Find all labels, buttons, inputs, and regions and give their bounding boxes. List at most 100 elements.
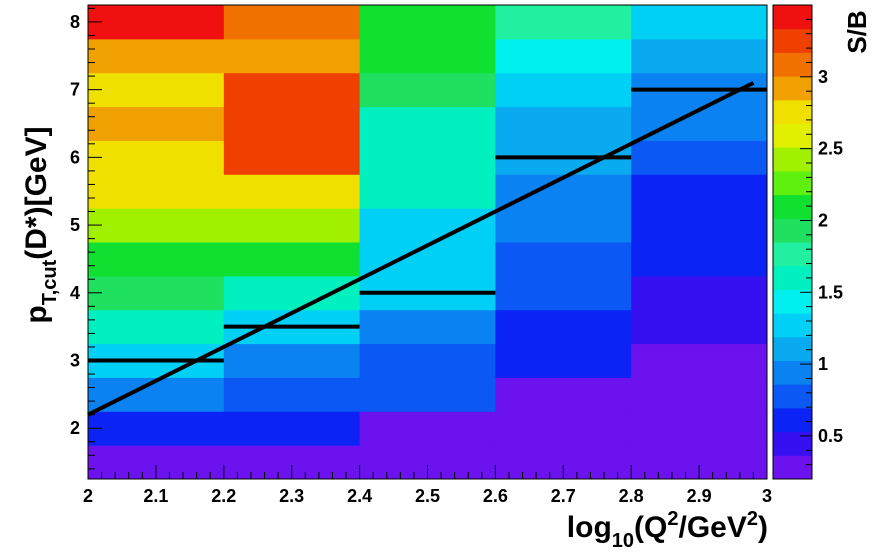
diagonal-segment	[87, 81, 755, 417]
color-palette	[772, 4, 813, 480]
palette-swatch	[773, 76, 812, 101]
heatmap-cell	[359, 208, 496, 243]
y-tick-label: 5	[70, 215, 80, 235]
palette-swatch	[773, 218, 812, 243]
heatmap-cell	[88, 309, 225, 345]
palette-swatch	[773, 194, 812, 219]
heatmap-cell	[223, 174, 361, 209]
palette-swatch	[773, 431, 812, 456]
x-tick-label: 2.1	[143, 486, 168, 506]
heatmap-cell	[359, 343, 496, 378]
x-tick-label: 2.5	[415, 486, 440, 506]
y-tick-label: 7	[70, 80, 80, 100]
z-tick-label: 1	[818, 354, 828, 374]
heatmap-cell	[495, 5, 632, 40]
x-tick-label: 2.7	[551, 486, 576, 506]
heatmap-cell	[223, 140, 361, 175]
x-tick-label: 2.2	[211, 486, 236, 506]
z-tick-label: 2.5	[818, 139, 843, 159]
y-axis: 2 3 4 5 6 7 8	[70, 7, 102, 470]
heatmap-cell	[223, 343, 361, 378]
heatmap-cell	[495, 38, 632, 74]
heatmap-cell	[631, 377, 768, 412]
heatmap-cell	[495, 208, 632, 243]
palette-swatch	[773, 123, 812, 148]
heatmap-cell	[495, 377, 632, 412]
heatmap-cell	[223, 275, 361, 311]
palette-swatch	[773, 384, 812, 409]
x-tick-label: 2.9	[687, 486, 712, 506]
heatmap-cell	[495, 309, 632, 345]
heatmap-cell	[359, 309, 496, 345]
heatmap-cell	[495, 343, 632, 378]
x-tick-label: 2.6	[483, 486, 508, 506]
y-tick-label: 2	[70, 418, 80, 438]
z-tick-label: 1.5	[818, 282, 843, 302]
x-tick-label: 2.3	[279, 486, 304, 506]
heatmap-cell	[88, 140, 225, 175]
z-axis: 0.5 1 1.5 2 2.5 3	[800, 18, 843, 466]
x-tick-label: 2.8	[619, 486, 644, 506]
heatmap-cell	[359, 38, 496, 74]
palette-swatch	[773, 265, 812, 290]
heatmap-cell	[495, 242, 632, 277]
x-axis-title: log10(Q2/GeV2)	[567, 508, 768, 552]
heatmap-cell	[88, 174, 225, 209]
z-tick-label: 3	[818, 67, 828, 87]
heatmap-cell	[88, 377, 225, 412]
y-tick-label: 4	[70, 283, 80, 303]
heatmap-cell	[495, 275, 632, 311]
x-tick-label: 2	[83, 486, 93, 506]
step-threshold-lines	[88, 87, 767, 363]
heatmap-cell	[631, 343, 768, 378]
heatmap-cell	[223, 38, 361, 74]
heatmap-cell	[223, 106, 361, 141]
heatmap-cell	[88, 5, 225, 40]
heatmap-cell	[223, 208, 361, 243]
x-tick-label: 2.4	[347, 486, 372, 506]
heatmap-cell	[495, 411, 632, 446]
heatmap-cell	[631, 106, 768, 141]
heatmap-cell	[88, 106, 225, 141]
y-tick-label: 3	[70, 351, 80, 371]
palette-swatch	[773, 455, 812, 480]
palette-frame	[772, 4, 813, 480]
palette-swatch	[773, 99, 812, 124]
heatmap-cell	[631, 275, 768, 311]
palette-swatch	[773, 5, 812, 30]
heatmap-cell	[631, 242, 768, 277]
heatmap-cell	[88, 275, 225, 311]
y-tick-label: 6	[70, 147, 80, 167]
palette-swatch	[773, 170, 812, 196]
heatmap-cell	[88, 38, 225, 74]
heatmap-cell	[88, 208, 225, 243]
heatmap-cell	[631, 411, 768, 446]
heatmap-cell	[495, 174, 632, 209]
y-tick-label: 8	[70, 12, 80, 32]
palette-swatch	[773, 242, 812, 267]
palette-swatch	[773, 289, 812, 314]
heatmap-cell	[495, 72, 632, 108]
heatmap-cell	[359, 5, 496, 40]
heatmap-cells	[88, 5, 768, 480]
heatmap-cell	[631, 174, 768, 209]
z-tick-label: 0.5	[818, 426, 843, 446]
palette-swatch	[773, 28, 812, 53]
palette-swatch	[773, 336, 812, 361]
heatmap-cell	[359, 106, 496, 141]
x-axis: 2 2.1 2.2 2.3 2.4 2.5 2.6 2.7 2.8 2.9 3	[83, 465, 772, 506]
heatmap-cell	[359, 411, 496, 446]
palette-swatch	[773, 313, 812, 338]
heatmap-cell	[223, 72, 361, 108]
palette-swatch	[773, 147, 812, 172]
heatmap-cell	[88, 411, 225, 446]
heatmap-cell	[631, 5, 768, 40]
x-tick-label: 3	[762, 486, 772, 506]
heatmap-cell	[359, 140, 496, 175]
heatmap-cell	[631, 309, 768, 345]
heatmap-cell	[88, 72, 225, 108]
heatmap-cell	[359, 242, 496, 277]
heatmap-cell	[631, 38, 768, 74]
heatmap-cell	[223, 242, 361, 277]
heatmap-cell	[88, 242, 225, 277]
